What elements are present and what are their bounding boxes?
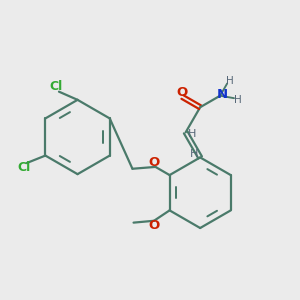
Text: H: H: [190, 149, 198, 159]
Text: H: H: [188, 129, 196, 139]
Text: Cl: Cl: [18, 161, 31, 174]
Text: Cl: Cl: [50, 80, 63, 93]
Text: O: O: [177, 86, 188, 99]
Text: O: O: [148, 220, 160, 232]
Text: O: O: [149, 156, 160, 169]
Text: H: H: [234, 95, 242, 105]
Text: H: H: [226, 76, 234, 86]
Text: N: N: [217, 88, 228, 101]
